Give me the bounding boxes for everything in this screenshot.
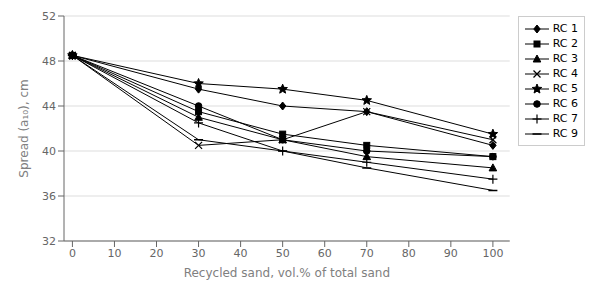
html-text:RC 1: RC 1 (552, 22, 578, 35)
html-text:RC 4: RC 4 (552, 67, 578, 80)
svg-text:20: 20 (150, 247, 164, 260)
svg-text:Recycled sand, vol.% of total: Recycled sand, vol.% of total sand (184, 266, 390, 280)
svg-text:100: 100 (482, 247, 503, 260)
svg-text:60: 60 (318, 247, 332, 260)
svg-text:90: 90 (444, 247, 458, 260)
svg-text:32: 32 (42, 235, 56, 248)
html-text:RC 6: RC 6 (552, 97, 578, 110)
html-text:RC 7: RC 7 (552, 112, 578, 125)
svg-text:48: 48 (42, 55, 56, 68)
svg-text:10: 10 (107, 247, 121, 260)
svg-text:50: 50 (276, 247, 290, 260)
svg-text:30: 30 (192, 247, 206, 260)
svg-text:0: 0 (69, 247, 76, 260)
svg-text:52: 52 (42, 10, 56, 23)
svg-text:40: 40 (234, 247, 248, 260)
svg-text:Spread (a₁₀), cm: Spread (a₁₀), cm (17, 79, 31, 177)
html-text:RC 3: RC 3 (552, 52, 578, 65)
html-text:RC 9: RC 9 (552, 127, 578, 140)
svg-text:44: 44 (42, 100, 56, 113)
html-text:RC 2: RC 2 (552, 37, 578, 50)
svg-text:80: 80 (402, 247, 416, 260)
svg-text:70: 70 (360, 247, 374, 260)
svg-text:36: 36 (42, 190, 56, 203)
svg-text:40: 40 (42, 145, 56, 158)
html-text:RC 5: RC 5 (552, 82, 578, 95)
